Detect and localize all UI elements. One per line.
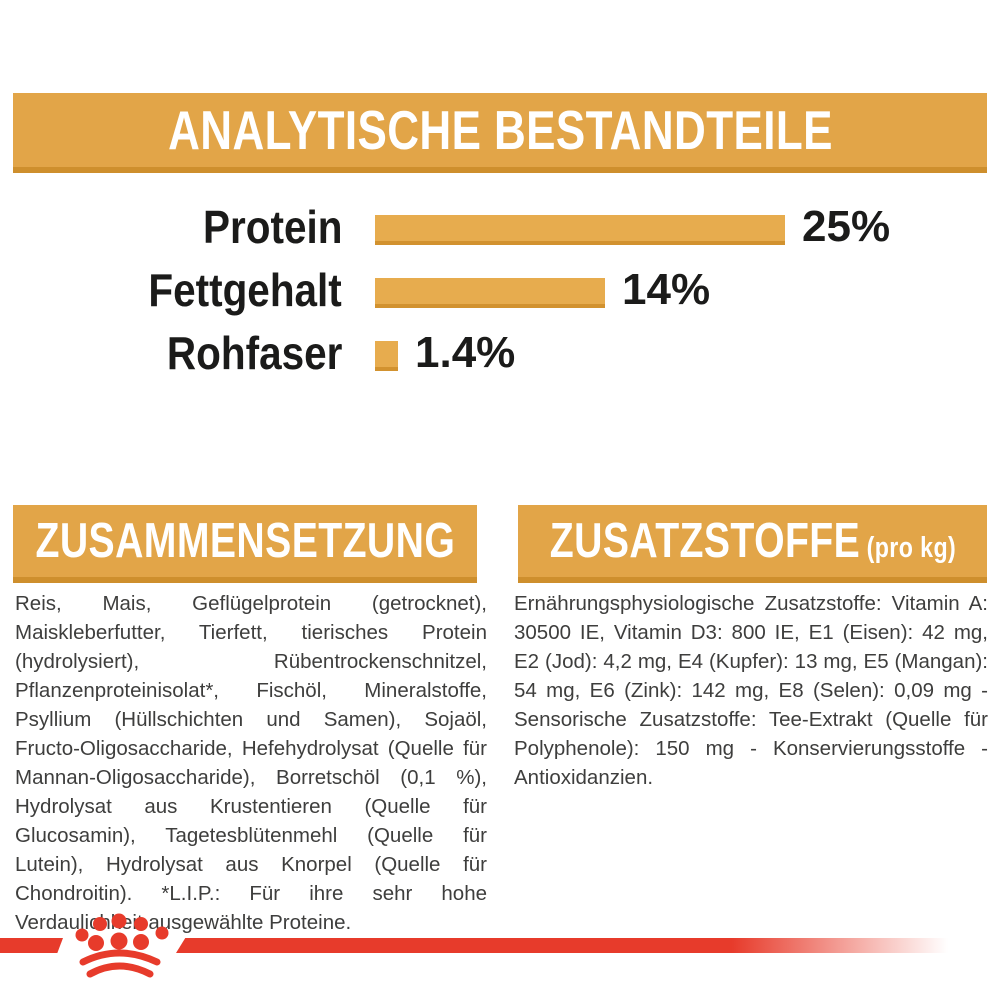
chart-value-fat: 14% [622,265,711,314]
chart-label-protein: Protein [202,201,342,253]
chart-value-fibre: 1.4% [415,328,516,377]
analytical-constituents-title: ANALYTISCHE BESTANDTEILE [167,99,833,161]
composition-text: Reis, Mais, Geflügelprotein (getrocknet)… [15,592,487,934]
composition-banner: ZUSAMMENSETZUNG [13,505,477,583]
additives-title: ZUSATZSTOFFE [549,514,860,568]
analytical-constituents-chart: Protein 25% Fettgehalt 14% Rohfaser 1.4% [0,0,1000,400]
additives-title-suffix: (pro kg) [866,532,956,564]
brand-band-left [0,938,63,953]
royal-canin-crown-paw-logo [75,913,169,978]
chart-value-protein: 25% [802,202,891,251]
chart-label-fat: Fettgehalt [148,264,342,316]
chart-bar-fat [375,278,605,308]
chart-bar-fibre [375,341,398,371]
chart-row-fat: Fettgehalt 14% [0,264,1000,316]
chart-bar-protein [375,215,785,245]
analytical-constituents-banner: ANALYTISCHE BESTANDTEILE [13,93,987,173]
chart-label-fibre: Rohfaser [166,327,342,379]
brand-band-right [176,938,948,953]
additives-text: Ernährungsphysiologische Zusatzstoffe: V… [514,592,988,789]
additives-banner: ZUSATZSTOFFE (pro kg) [518,505,987,583]
chart-row-protein: Protein 25% [0,201,1000,253]
chart-row-fibre: Rohfaser 1.4% [0,327,1000,379]
composition-title: ZUSAMMENSETZUNG [35,514,455,568]
